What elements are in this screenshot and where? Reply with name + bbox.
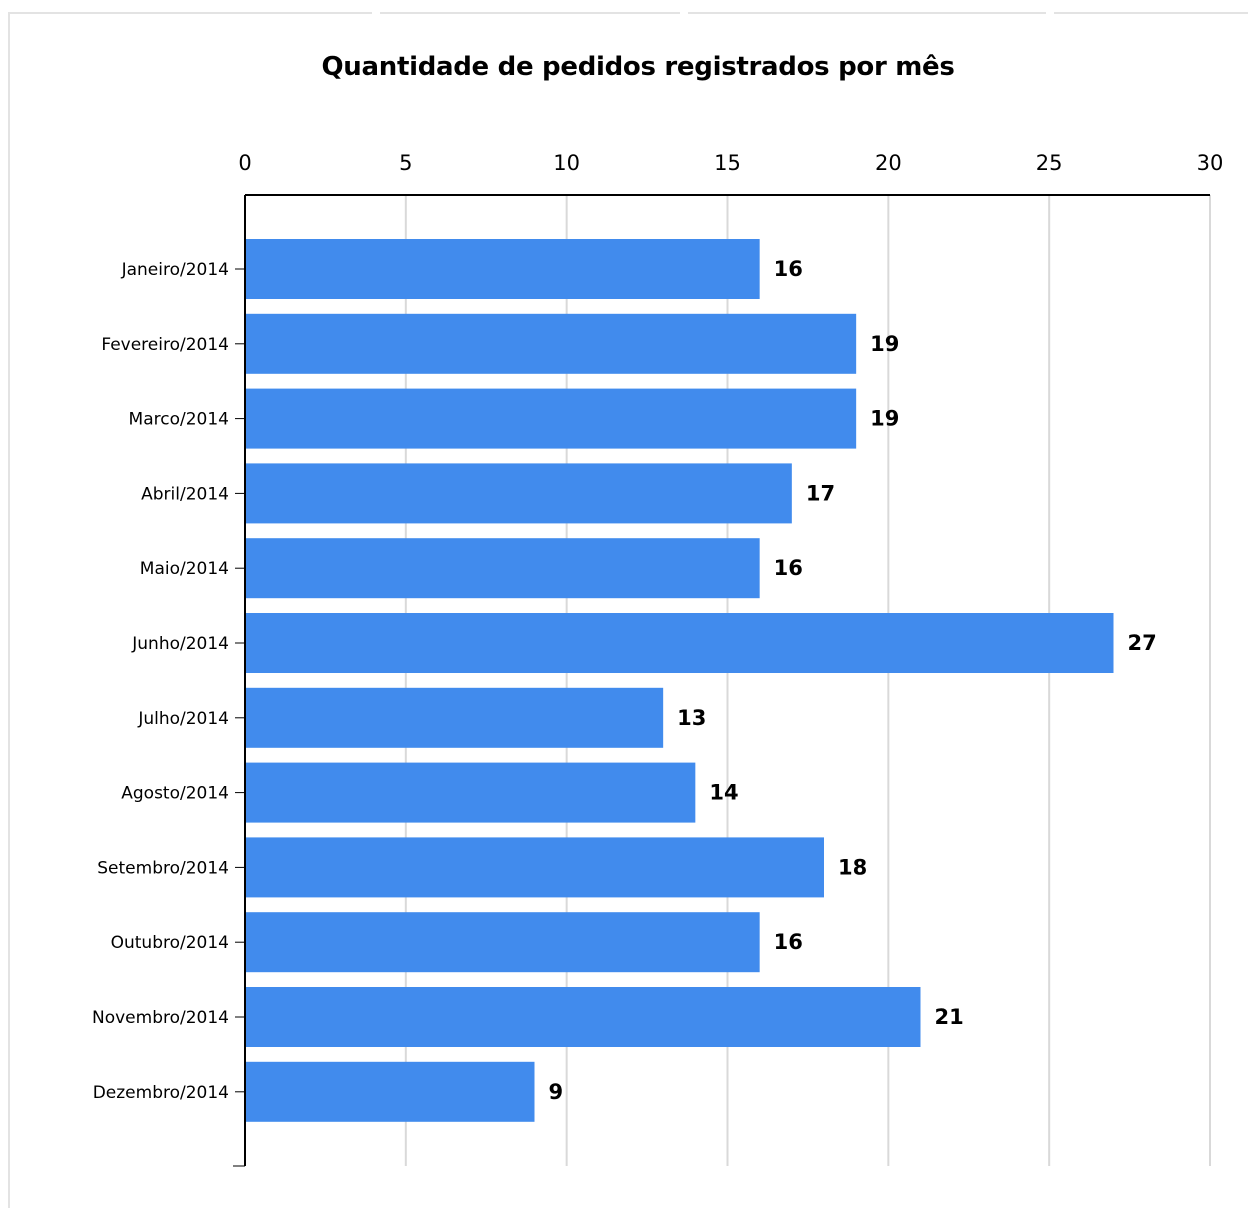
bar [245,837,824,898]
x-tick-label: 25 [1036,151,1063,175]
data-label: 19 [870,332,899,356]
data-label: 19 [870,407,899,431]
bar [245,762,696,823]
bar [245,1061,535,1122]
data-label: 17 [806,481,835,505]
frame-gap [372,11,380,15]
x-tick-label: 20 [875,151,902,175]
data-label: 18 [838,855,867,879]
x-tick-label: 5 [399,151,412,175]
category-label: Outubro/2014 [111,933,229,953]
frame-gap [680,11,688,15]
data-label: 13 [677,706,706,730]
bar [245,613,1114,673]
category-label: Janeiro/2014 [121,260,229,280]
chart-title: Quantidade de pedidos registrados por mê… [321,52,955,82]
chart-frame [8,12,1248,1208]
category-label: Maio/2014 [140,559,229,579]
data-label: 16 [774,257,803,281]
category-label: Fevereiro/2014 [101,335,229,355]
bar [245,313,857,374]
x-tick-label: 0 [238,151,251,175]
category-label: Marco/2014 [129,410,229,430]
data-label: 9 [549,1080,564,1104]
data-label: 14 [709,781,738,805]
data-label: 21 [935,1005,964,1029]
frame-gap [1046,11,1054,15]
bar [245,912,760,973]
bar [245,687,664,748]
bar [245,388,857,449]
data-label: 16 [774,556,803,580]
data-label: 16 [774,930,803,954]
bar [245,538,760,599]
x-tick-label: 10 [553,151,580,175]
data-label: 27 [1128,631,1157,655]
category-label: Dezembro/2014 [93,1083,229,1103]
bar [245,239,760,299]
category-label: Setembro/2014 [97,858,229,878]
category-label: Novembro/2014 [92,1008,229,1028]
category-label: Julho/2014 [137,709,229,729]
x-tick-label: 30 [1197,151,1224,175]
category-label: Agosto/2014 [121,784,229,804]
bar [245,987,921,1047]
category-label: Abril/2014 [141,484,229,504]
x-tick-label: 15 [714,151,741,175]
category-label: Junho/2014 [131,634,229,654]
bar [245,463,792,524]
